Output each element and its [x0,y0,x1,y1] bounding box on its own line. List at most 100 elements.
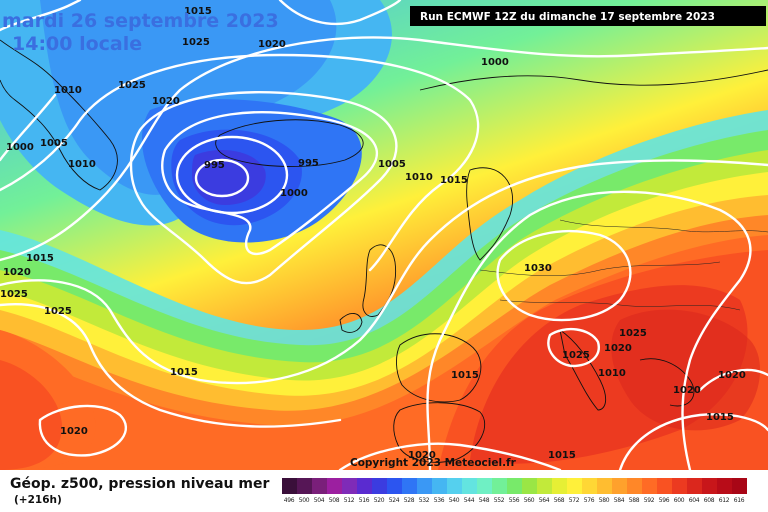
scale-tick-label: 592 [643,497,655,504]
scale-tick-label: 536 [433,497,445,504]
scale-tick-label: 504 [313,497,325,504]
ireland-coast [339,313,363,333]
isobar-995 [175,135,289,215]
isobar-1025-main [426,190,752,470]
coastlines [0,39,768,463]
color-swatch [687,478,702,494]
legend-title: Géop. z500, pression niveau mer [10,476,270,492]
color-swatch [732,478,747,494]
scale-tick-label: 604 [688,497,700,504]
pressure-label: 1005 [378,159,406,170]
pressure-label: 1025 [619,328,647,339]
color-swatch [612,478,627,494]
pressure-label: 1020 [3,267,31,278]
pressure-label: 1015 [548,450,576,461]
border-line-3 [559,219,768,233]
isobar-1025-italy [547,327,600,368]
pressure-label: 1010 [68,159,96,170]
color-swatch [642,478,657,494]
pressure-label: 1020 [60,426,88,437]
pressure-label: 1015 [440,175,468,186]
pressure-label: 1015 [706,412,734,423]
pressure-label: 995 [298,158,319,169]
pressure-label: 1000 [280,188,308,199]
isobars [0,0,768,470]
pressure-label: 1020 [152,96,180,107]
scale-tick-label: 524 [388,497,400,504]
pressure-label: 1000 [6,142,34,153]
isobar-1020b [0,303,342,428]
border-line-1 [479,261,721,277]
isobar-1005 [129,91,398,285]
color-swatch [657,478,672,494]
isobar-990 [194,158,250,198]
scale-tick-label: 596 [658,497,670,504]
balkans-coast [639,358,695,407]
pressure-label: 1020 [718,370,746,381]
color-swatch [627,478,642,494]
scale-tick-label: 540 [448,497,460,504]
pressure-label: 1025 [118,80,146,91]
isobar-1000-nw [0,93,57,162]
isobar-1030 [496,229,632,322]
legend-lead-time: (+216h) [14,494,62,506]
color-swatch [432,478,447,494]
france-coast [396,333,482,403]
isobar-1020 [0,159,768,385]
pressure-label: 1020 [604,343,632,354]
pressure-label: 1015 [451,370,479,381]
iceland-coast [215,119,364,168]
isobar-1000 [161,111,379,256]
greenland-coast [0,39,118,191]
pressure-label: 1025 [44,306,72,317]
pressure-label: 1030 [524,263,552,274]
scale-tick-label: 496 [283,497,295,504]
scale-tick-label: 612 [718,497,730,504]
pressure-labels-extra: 1020 1020 1015 [60,426,576,461]
geopotential-map: 1015 1025 1020 1025 1020 1000 1010 1005 … [0,0,768,470]
scale-tick-label: 564 [538,497,550,504]
run-info-box [410,6,766,26]
border-line-2 [499,299,741,311]
scale-tick-label: 608 [703,497,715,504]
color-scale: 496 500 504 508 512 516 520 524 528 532 536 540 544 5… [282,478,747,512]
color-swatch [462,478,477,494]
color-swatch [312,478,327,494]
pressure-label: 1025 [562,350,590,361]
isobar-1015-se [618,413,768,470]
scale-tick-label: 500 [298,497,310,504]
forecast-time-title: 14:00 locale [12,33,142,55]
isobar-1015 [0,36,768,262]
color-swatch [567,478,582,494]
scale-tick-label: 584 [613,497,625,504]
pressure-label: 1020 [258,39,286,50]
color-swatch [372,478,387,494]
forecast-date-title: mardi 26 septembre 2023 [2,10,279,32]
color-swatch [402,478,417,494]
scale-tick-label: 568 [553,497,565,504]
color-swatch [492,478,507,494]
color-swatch [702,478,717,494]
pressure-label: 1025 [0,289,28,300]
scale-tick-label: 616 [733,497,745,504]
color-swatch [537,478,552,494]
color-swatch [522,478,537,494]
pressure-label: 1010 [598,368,626,379]
color-swatch [327,478,342,494]
color-swatch [552,478,567,494]
pressure-label: 1000 [481,57,509,68]
britain-coast [362,244,397,317]
pressure-label: 1025 [182,37,210,48]
pressure-label: 1010 [54,85,82,96]
pressure-labels: 1015 1025 1020 1025 1020 1000 1010 1005 … [0,6,746,423]
pressure-label: 1015 [26,253,54,264]
pressure-label: 1010 [405,172,433,183]
color-swatch [417,478,432,494]
color-swatch [477,478,492,494]
isobar-1015-south [338,442,562,470]
copyright-text: Copyright 2023 Meteociel.fr [350,457,517,469]
color-swatch [672,478,687,494]
color-swatch [297,478,312,494]
scandinavia-coast [466,167,514,261]
arctic-coast [419,69,768,91]
